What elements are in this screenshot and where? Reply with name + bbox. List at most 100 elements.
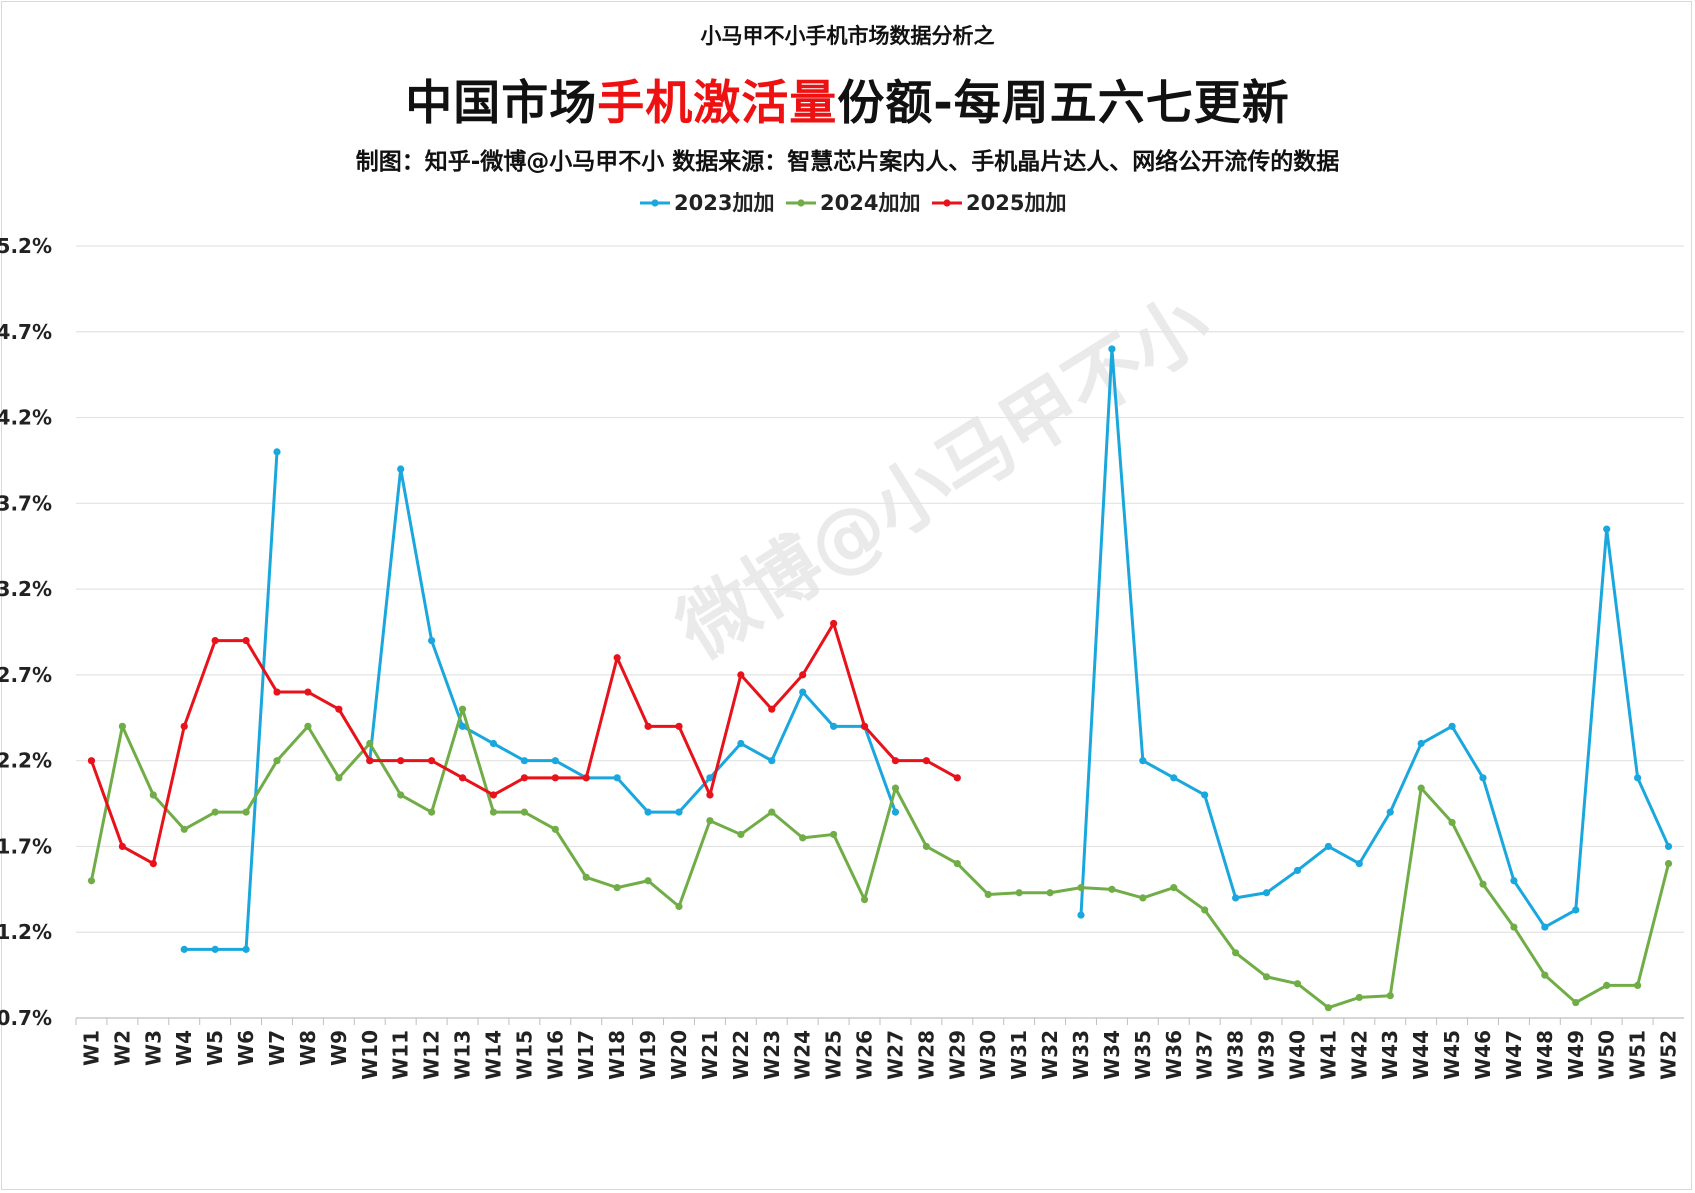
data-point-2025 <box>706 791 714 799</box>
data-point-2024 <box>489 808 498 816</box>
title-highlight: 手机激活量 <box>597 76 838 131</box>
data-point-2023 <box>1417 739 1425 748</box>
x-tick-label: W19 <box>636 1030 660 1080</box>
data-point-2025 <box>366 757 374 765</box>
data-point-2023 <box>799 688 807 696</box>
x-tick-label: W2 <box>110 1030 134 1066</box>
data-point-2023 <box>211 945 219 953</box>
data-point-2025 <box>613 654 621 662</box>
data-point-2025 <box>180 722 188 730</box>
data-point-2024 <box>149 791 157 799</box>
x-tick-label: W36 <box>1162 1030 1186 1080</box>
x-tick-label: W8 <box>296 1030 320 1066</box>
x-tick-label: W12 <box>420 1030 444 1080</box>
data-point-2024 <box>520 808 528 816</box>
data-point-2025 <box>489 791 498 799</box>
data-point-2025 <box>830 619 838 628</box>
x-tick-label: W24 <box>791 1030 815 1080</box>
data-point-2025 <box>211 636 219 645</box>
data-point-2023 <box>489 739 498 748</box>
data-point-2024 <box>397 791 405 799</box>
y-tick-label: 2.7% <box>0 663 52 687</box>
data-point-2024 <box>830 830 838 839</box>
x-tick-label: W7 <box>265 1030 289 1066</box>
data-point-2025 <box>582 774 590 782</box>
legend-label-2025: 2025加加 <box>966 191 1066 215</box>
data-point-2023 <box>768 757 776 765</box>
x-tick-label: W39 <box>1255 1030 1279 1080</box>
data-point-2024 <box>1262 973 1271 981</box>
y-tick-label: 1.2% <box>0 920 52 944</box>
data-point-2025 <box>922 757 930 765</box>
data-point-2023 <box>458 722 467 730</box>
data-point-2023 <box>1139 757 1147 765</box>
x-tick-label: W35 <box>1131 1030 1155 1080</box>
x-tick-label: W51 <box>1626 1030 1650 1080</box>
y-tick-label: 4.7% <box>0 320 52 344</box>
x-tick-label: W4 <box>172 1030 196 1066</box>
x-tick-label: W43 <box>1378 1030 1402 1080</box>
x-tick-label: W5 <box>203 1030 227 1066</box>
x-tick-label: W17 <box>574 1030 598 1080</box>
x-tick-label: W38 <box>1224 1030 1248 1080</box>
data-point-2023 <box>1355 860 1363 868</box>
data-point-2024 <box>335 774 343 782</box>
x-tick-label: W16 <box>543 1030 567 1080</box>
data-point-2025 <box>118 842 126 851</box>
data-point-2024 <box>211 808 219 816</box>
data-point-2023 <box>737 739 745 748</box>
data-point-2024 <box>1664 860 1673 868</box>
data-point-2024 <box>675 902 683 911</box>
data-point-2024 <box>644 877 652 885</box>
title-part-2: 份额-每周五六七更新 <box>837 76 1290 131</box>
title-part-1: 中国市场 <box>405 76 598 131</box>
data-point-2023 <box>613 774 621 782</box>
x-tick-label: W22 <box>729 1030 753 1080</box>
x-tick-label: W27 <box>883 1030 907 1080</box>
x-tick-label: W47 <box>1502 1030 1526 1080</box>
data-point-2023 <box>1293 866 1302 875</box>
data-point-2023 <box>180 945 188 953</box>
data-point-2024 <box>242 808 250 816</box>
x-tick-label: W28 <box>914 1030 938 1080</box>
x-tick-label: W48 <box>1533 1030 1557 1080</box>
data-point-2024 <box>582 873 590 881</box>
data-point-2025 <box>428 757 436 765</box>
x-tick-label: W21 <box>698 1030 722 1080</box>
data-point-2023 <box>1262 889 1271 897</box>
data-point-2024 <box>273 757 281 765</box>
data-point-2024 <box>304 722 312 730</box>
x-tick-label: W26 <box>853 1030 877 1080</box>
y-tick-label: 3.2% <box>0 577 52 601</box>
x-tick-label: W52 <box>1657 1030 1681 1080</box>
data-point-2024 <box>1448 818 1456 827</box>
legend-marker-2024 <box>797 199 805 207</box>
data-point-2025 <box>799 671 807 679</box>
data-point-2023 <box>1634 774 1642 782</box>
data-point-2025 <box>860 722 869 730</box>
x-tick-label: W40 <box>1285 1030 1309 1080</box>
data-point-2025 <box>87 757 96 765</box>
series-line-2023 <box>1079 347 1670 929</box>
data-point-2024 <box>1232 949 1240 957</box>
x-tick-label: W50 <box>1595 1030 1619 1080</box>
y-tick-label: 4.2% <box>0 406 52 430</box>
data-point-2024 <box>180 825 188 833</box>
data-point-2024 <box>922 842 930 851</box>
y-tick-label: 1.7% <box>0 834 52 858</box>
data-point-2025 <box>953 774 961 782</box>
data-point-2024 <box>984 890 992 899</box>
data-point-2023 <box>1201 791 1209 799</box>
data-point-2025 <box>675 722 683 730</box>
data-point-2024 <box>1572 998 1580 1007</box>
chart-pretitle: 小马甲不小手机市场数据分析之 <box>700 24 995 48</box>
data-point-2024 <box>737 830 745 839</box>
data-point-2024 <box>1510 923 1518 931</box>
series-line-2024 <box>89 707 1670 1010</box>
x-tick-label: W25 <box>822 1030 846 1080</box>
data-point-2025 <box>737 671 745 679</box>
chart-subtitle: 制图：知乎-微博@小马甲不小 数据来源：智慧芯片案内人、手机晶片达人、网络公开流… <box>355 149 1340 175</box>
data-point-2024 <box>1293 980 1302 988</box>
data-point-2024 <box>1541 971 1549 979</box>
